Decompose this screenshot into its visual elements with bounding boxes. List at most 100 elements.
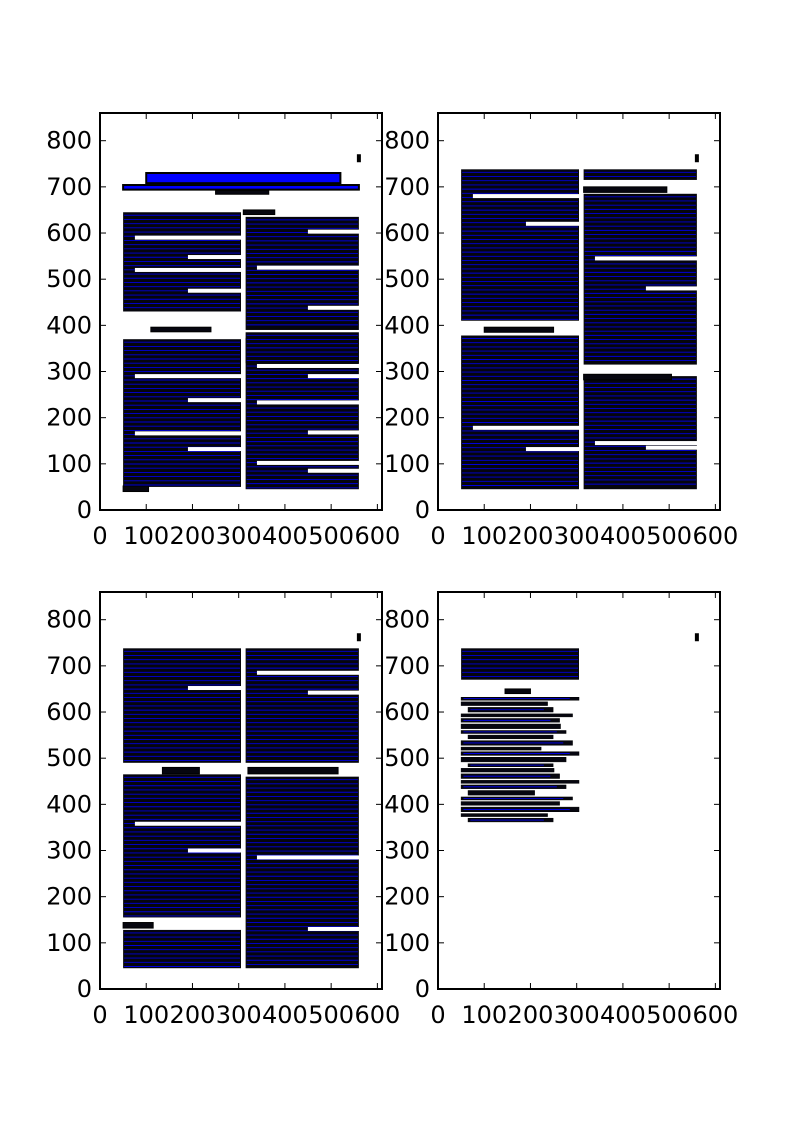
x-tick-label: 600 [692,1001,738,1029]
bar [460,801,560,806]
x-tick-label: 100 [461,1001,507,1029]
y-tick-label: 300 [384,358,430,386]
bar [460,780,580,784]
gap [307,229,360,234]
gap [256,855,360,860]
y-tick-label: 0 [77,975,92,1003]
gap [525,447,580,452]
y-tick-label: 600 [46,219,92,247]
bar [460,723,561,729]
marker [356,154,361,163]
x-tick-label: 300 [554,1001,600,1029]
bar-block [583,169,697,180]
bar-block [461,335,579,490]
bar [122,485,150,493]
x-tick-label: 200 [508,1001,554,1029]
gap [256,400,360,405]
x-tick-label: 0 [430,522,445,550]
gap [187,398,242,403]
gap [307,468,360,473]
x-tick-label: 600 [692,522,738,550]
panel-top-left: 0 100 200 300 400 500 600010020030040050060070… [46,112,400,550]
y-tick-label: 700 [384,652,430,680]
y-tick-label: 800 [46,127,92,155]
gap [594,256,698,261]
gap [307,690,360,695]
bar [483,326,555,333]
y-tick-label: 600 [384,698,430,726]
x-tick-label: 200 [170,1001,216,1029]
bar [122,922,154,929]
gap [134,235,242,240]
y-tick-label: 400 [46,790,92,818]
gap [256,363,360,368]
y-tick-label: 400 [384,790,430,818]
x-tick-label: 200 [170,522,216,550]
gap [256,670,360,675]
x-tick-label: 400 [262,1001,308,1029]
panel-bottom-right: 0 100 200 300 400 500 600010020030040050060070… [384,591,738,1029]
gap [187,686,242,691]
bar [460,768,555,773]
x-tick-label: 400 [262,522,308,550]
gap [187,447,242,452]
y-tick-label: 400 [384,311,430,339]
bar [583,186,668,193]
gap [134,374,242,379]
bar [145,172,342,185]
x-tick-label: 0 [92,522,107,550]
bar-block [123,774,241,918]
y-tick-label: 500 [46,744,92,772]
y-tick-label: 500 [384,744,430,772]
y-tick-label: 200 [384,404,430,432]
gap [256,460,360,465]
y-tick-label: 300 [46,837,92,865]
bar-block [583,376,697,490]
marker [694,633,699,642]
bar-block [583,193,697,365]
marker [356,633,361,642]
bar [467,790,535,796]
bar [460,746,542,751]
bar [150,326,212,333]
bar [583,373,672,381]
bar [122,184,360,191]
y-tick-label: 0 [77,496,92,524]
gap [307,305,360,310]
gap [594,441,698,446]
y-tick-label: 700 [46,173,92,201]
y-tick-label: 800 [46,606,92,634]
gap [187,288,242,293]
x-tick-label: 0 [92,1001,107,1029]
gap [472,194,580,199]
x-tick-label: 500 [308,522,354,550]
x-tick-label: 600 [354,1001,400,1029]
gap [307,430,360,435]
bar [161,766,200,775]
x-tick-label: 400 [600,1001,646,1029]
axes-frame [99,591,383,990]
x-tick-label: 500 [308,1001,354,1029]
y-tick-label: 200 [46,404,92,432]
bar [467,734,554,740]
gap [645,445,698,450]
bar [460,757,567,763]
y-tick-label: 100 [384,450,430,478]
y-tick-label: 200 [384,883,430,911]
gap [307,926,360,931]
x-tick-label: 300 [216,1001,262,1029]
y-tick-label: 700 [384,173,430,201]
x-tick-label: 300 [216,522,262,550]
gap [472,425,580,430]
x-tick-label: 600 [354,522,400,550]
y-tick-label: 800 [384,606,430,634]
x-tick-label: 100 [461,522,507,550]
x-tick-label: 500 [646,522,692,550]
y-tick-label: 0 [415,975,430,1003]
gap [134,267,242,272]
x-tick-label: 100 [123,1001,169,1029]
bar-block [123,339,241,487]
gap [256,265,360,270]
x-tick-label: 200 [508,522,554,550]
